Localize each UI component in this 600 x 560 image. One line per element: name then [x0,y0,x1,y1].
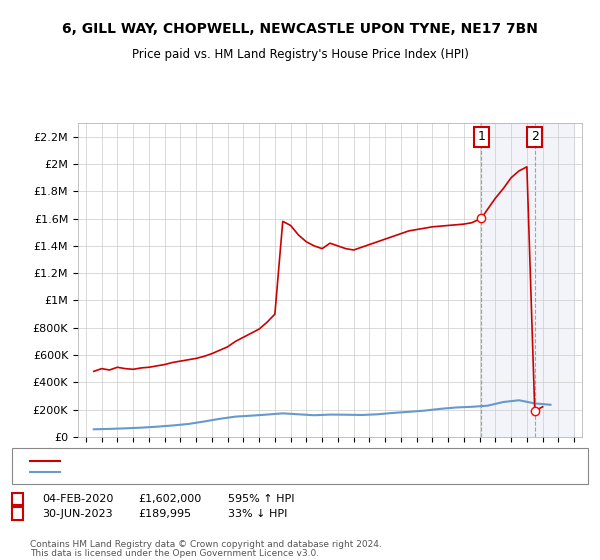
Text: £1,602,000: £1,602,000 [138,494,201,504]
Bar [481,123,574,437]
Text: 1: 1 [14,494,21,504]
Text: 1: 1 [477,130,485,143]
Text: 595% ↑ HPI: 595% ↑ HPI [228,494,295,504]
Text: 30-JUN-2023: 30-JUN-2023 [42,508,113,519]
Text: 6, GILL WAY, CHOPWELL, NEWCASTLE UPON TYNE, NE17 7BN (detached house): 6, GILL WAY, CHOPWELL, NEWCASTLE UPON TY… [66,456,479,466]
Text: 33% ↓ HPI: 33% ↓ HPI [228,508,287,519]
Text: 6, GILL WAY, CHOPWELL, NEWCASTLE UPON TYNE, NE17 7BN: 6, GILL WAY, CHOPWELL, NEWCASTLE UPON TY… [62,22,538,36]
Text: HPI: Average price, detached house, Gateshead: HPI: Average price, detached house, Gate… [66,466,316,477]
Text: 2: 2 [531,130,539,143]
Text: £189,995: £189,995 [138,508,191,519]
Text: 2: 2 [14,508,21,519]
Text: Price paid vs. HM Land Registry's House Price Index (HPI): Price paid vs. HM Land Registry's House … [131,48,469,60]
Text: 04-FEB-2020: 04-FEB-2020 [42,494,113,504]
Text: Contains HM Land Registry data © Crown copyright and database right 2024.: Contains HM Land Registry data © Crown c… [30,540,382,549]
Text: This data is licensed under the Open Government Licence v3.0.: This data is licensed under the Open Gov… [30,549,319,558]
